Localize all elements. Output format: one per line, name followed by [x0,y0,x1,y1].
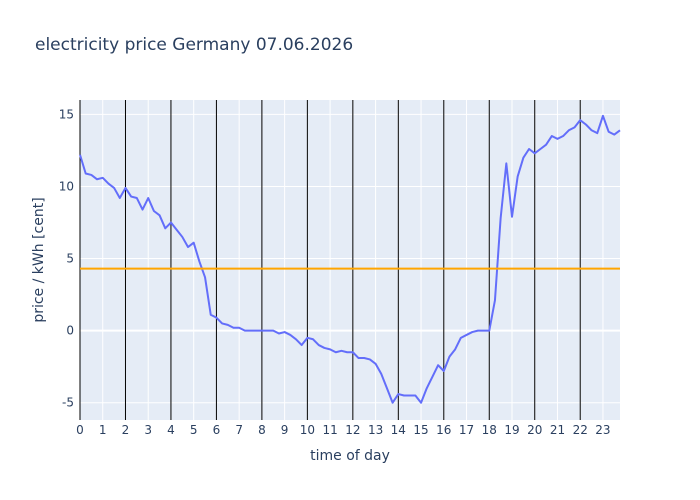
x-tick-label: 17 [459,423,474,437]
x-tick-label: 2 [122,423,130,437]
x-tick-label: 11 [322,423,337,437]
x-tick-label: 19 [504,423,519,437]
x-tick-label: 7 [235,423,243,437]
x-tick-label: 21 [550,423,565,437]
x-tick-label: 10 [300,423,315,437]
x-tick-label: 13 [368,423,383,437]
y-tick-label: 10 [59,179,74,193]
x-tick-label: 22 [573,423,588,437]
x-tick-label: 23 [595,423,610,437]
y-tick-label: 0 [66,324,74,338]
x-tick-label: 0 [76,423,84,437]
x-tick-label: 18 [482,423,497,437]
y-tick-label: 5 [66,252,74,266]
x-tick-label: 15 [413,423,428,437]
x-tick-label: 16 [436,423,451,437]
series-line-price [79,114,621,404]
x-tick-label: 12 [345,423,360,437]
y-tick-label: 15 [59,107,74,121]
x-tick-label: 9 [281,423,289,437]
plot-area [80,100,620,420]
x-tick-label: 3 [144,423,152,437]
x-tick-label: 5 [190,423,198,437]
x-axis-title: time of day [310,448,390,464]
x-tick-label: 4 [167,423,175,437]
x-tick-label: 6 [213,423,221,437]
x-tick-label: 1 [99,423,107,437]
y-tick-labels: 15 10 5 0 -5 [59,107,74,409]
chart-title: electricity price Germany 07.06.2026 [35,35,353,55]
x-tick-label: 8 [258,423,266,437]
x-tick-labels: 0 1 2 3 4 5 6 7 8 9 10 11 12 13 14 15 16 17 18 19 20 21 22 23 [76,423,610,437]
series-lines [79,114,621,404]
vertical-lines [79,100,581,420]
x-tick-label: 14 [391,423,406,437]
y-axis-title: price / kWh [cent] [31,197,47,322]
x-tick-label: 20 [527,423,542,437]
y-tick-label: -5 [62,396,74,410]
